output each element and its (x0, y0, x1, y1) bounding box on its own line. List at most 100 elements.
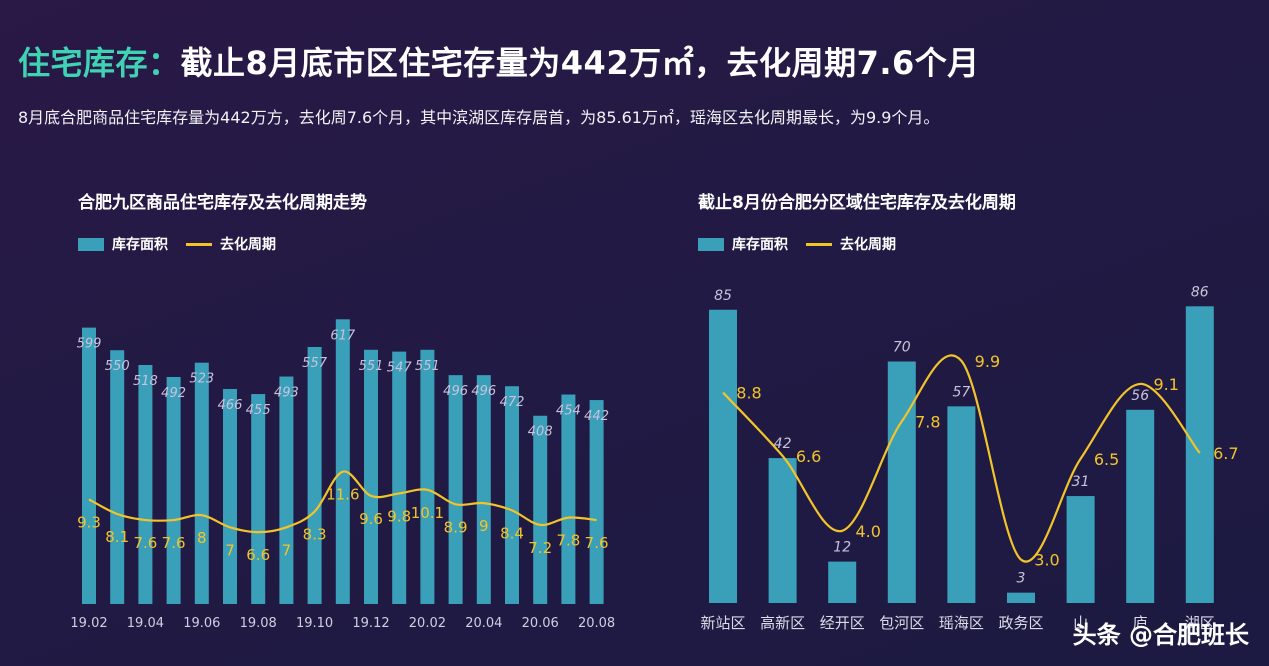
chart1-bar (364, 349, 378, 604)
page-subtitle: 8月底合肥商品住宅库存量为442万方，去化周7.6个月，其中滨湖区库存居首，为8… (18, 108, 940, 127)
chart1-line-label: 7.8 (556, 532, 580, 550)
chart2-x-tick: 庐 (1133, 614, 1148, 632)
legend-bar-label: 库存面积 (112, 237, 168, 253)
chart1-bar (420, 349, 435, 604)
chart2-line-label: 6.6 (796, 447, 821, 466)
chart2-legend: 库存面积 去化周期 (698, 234, 896, 254)
chart2-bar (1126, 409, 1155, 603)
chart1-bar-label: 551 (359, 359, 384, 374)
legend-line-label: 去化周期 (840, 237, 896, 253)
chart1-line-label: 7.6 (585, 534, 609, 552)
chart1-bar-label: 496 (471, 384, 496, 399)
chart1-bar (223, 388, 237, 604)
chart1-line-label: 8.9 (444, 518, 468, 536)
chart2-x-tick: 高新区 (760, 614, 805, 632)
chart1-bar-label: 599 (77, 337, 102, 352)
chart1-x-tick: 19.10 (296, 616, 333, 631)
chart1-bar-label: 550 (105, 359, 130, 374)
chart2-x-tick: 湖区 (1185, 614, 1215, 632)
chart1-line-label: 7 (225, 541, 235, 559)
chart1-bar (82, 327, 96, 604)
legend-line-label: 去化周期 (220, 237, 276, 253)
chart1-bar (138, 364, 153, 604)
chart1-line-label: 9.6 (359, 510, 383, 528)
chart1-bar-label: 551 (415, 359, 440, 374)
legend-line-swatch (806, 242, 832, 246)
chart1-line-label: 10.1 (411, 504, 444, 522)
chart2-x-tick: 包河区 (879, 614, 924, 632)
chart1-bar (505, 386, 519, 604)
chart1-title: 合肥九区商品住宅库存及去化周期走势 (78, 193, 367, 213)
chart2-bar (1066, 496, 1095, 603)
chart2-line-label: 8.8 (736, 384, 761, 403)
chart1-x-tick: 19.12 (352, 616, 389, 631)
chart1-bar-label: 523 (189, 372, 214, 387)
legend-line-swatch (186, 242, 212, 246)
chart1-bar (166, 376, 181, 604)
chart1-bar-label: 408 (528, 425, 553, 440)
chart2-bar-label: 57 (952, 384, 970, 400)
chart1-x-tick: 19.02 (70, 616, 107, 631)
chart1-line-label: 7.6 (162, 534, 186, 552)
chart1-x-tick: 19.04 (127, 616, 164, 631)
chart1-bar-label: 496 (443, 384, 468, 399)
chart2-line-label: 4.0 (855, 522, 880, 541)
chart1-bar (251, 394, 266, 604)
chart1-x-tick: 20.08 (578, 616, 615, 631)
chart1-bar (279, 376, 294, 604)
chart2-line-label: 7.8 (915, 412, 940, 431)
chart1-bar (561, 394, 576, 604)
chart1-bar-label: 557 (302, 356, 328, 371)
chart1-line-label: 7.2 (528, 539, 552, 557)
chart1-bar-label: 442 (584, 409, 609, 424)
chart1-bar (307, 347, 322, 604)
chart1-bar (533, 415, 548, 604)
chart2-line (722, 354, 1201, 563)
chart2-bar-label: 85 (714, 288, 732, 304)
chart1-bar-label: 454 (556, 404, 581, 419)
chart1-line-label: 8.1 (105, 528, 129, 546)
chart1-bar-label: 547 (387, 361, 413, 376)
page-title: 住宅库存：截止8月底市区住宅存量为442万㎡，去化周期7.6个月 (18, 38, 980, 84)
chart2-line-label: 6.5 (1094, 450, 1119, 469)
chart2-bar-label: 31 (1072, 474, 1090, 490)
chart1-bar-label: 617 (330, 328, 356, 343)
legend-bar-swatch (698, 237, 724, 251)
chart2-bar (1007, 592, 1035, 603)
chart1-line-label: 7.6 (133, 534, 157, 552)
chart2-x-tick: 经开区 (820, 614, 865, 632)
chart2-bar-label: 70 (893, 340, 911, 356)
title-rest: 截止8月底市区住宅存量为442万㎡，去化周期7.6个月 (180, 44, 980, 82)
chart1-line-label: 8.4 (500, 524, 524, 542)
chart2-line-label: 9.9 (975, 352, 1000, 371)
chart2-bar-label: 12 (833, 540, 851, 556)
chart2-bar (709, 309, 737, 603)
chart1-x-tick: 19.06 (183, 616, 220, 631)
chart2-x-tick: 政务区 (998, 614, 1043, 632)
legend-bar-label: 库存面积 (732, 237, 788, 253)
chart2-bar (768, 458, 797, 603)
chart1-bar (110, 350, 125, 604)
chart2-bar (887, 361, 916, 603)
chart1-line-label: 7 (282, 541, 292, 559)
chart1-bar-label: 455 (246, 403, 271, 418)
title-highlight: 住宅库存： (18, 44, 181, 82)
chart1-bar (589, 400, 604, 604)
chart1-line-label: 9 (479, 517, 489, 535)
chart1-bar-label: 492 (161, 386, 186, 401)
chart2-line-label: 3.0 (1034, 551, 1059, 570)
chart1-line-label: 6.6 (246, 546, 270, 564)
legend-bar-swatch (78, 237, 104, 251)
chart1-line-label: 11.6 (326, 486, 359, 504)
chart1-bar (194, 362, 209, 604)
chart1-bar-label: 518 (133, 374, 158, 389)
chart2-line-label: 9.1 (1153, 375, 1178, 394)
chart2-x-tick: 瑶海区 (939, 614, 984, 632)
chart2-x-tick: 新站区 (700, 614, 745, 632)
chart1-x-tick: 20.06 (522, 616, 559, 631)
chart1-bar (335, 319, 350, 604)
chart1-x-tick: 19.08 (240, 616, 277, 631)
chart1-legend: 库存面积 去化周期 (78, 234, 276, 254)
chart1-x-tick: 20.04 (465, 616, 502, 631)
